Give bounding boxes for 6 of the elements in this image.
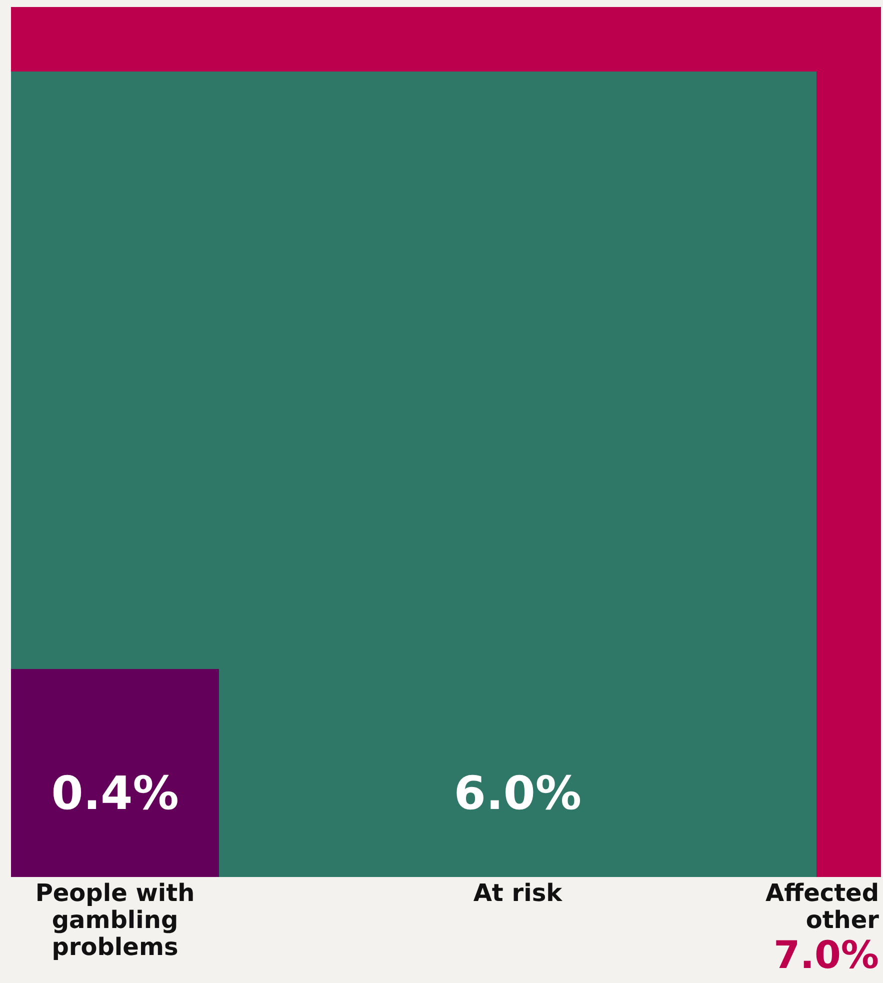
category-label: At risk <box>473 879 564 908</box>
data-label: 0.4% <box>51 766 179 820</box>
data-label: 6.0% <box>454 766 582 820</box>
data-label: 7.0% <box>774 932 879 977</box>
category-label: People with gambling problems <box>35 879 195 962</box>
category-label: Affected other <box>766 879 880 934</box>
